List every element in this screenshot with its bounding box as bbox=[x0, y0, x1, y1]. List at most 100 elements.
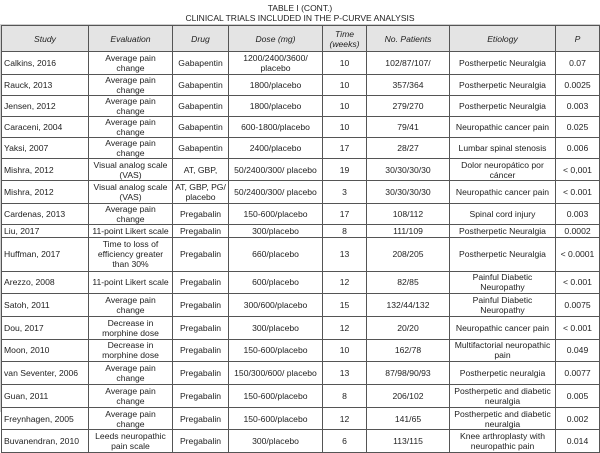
cell-evaluation: Visual analog scale (VAS) bbox=[88, 180, 173, 205]
cell-patients: 28/27 bbox=[366, 136, 450, 159]
cell-patients: 132/44/132 bbox=[366, 293, 450, 317]
cell-patients: 206/102 bbox=[366, 384, 450, 408]
table-row: Calkins, 2016 Average pain change Gabapent… bbox=[1, 51, 600, 75]
table-caption: TABLE I (CONT.) CLINICAL TRIALS INCLUDED… bbox=[0, 0, 600, 23]
cell-study: Moon, 2010 bbox=[1, 338, 89, 363]
table-title: TABLE I (CONT.) bbox=[267, 3, 333, 13]
cell-dose: 300/600/placebo bbox=[228, 293, 323, 317]
cell-drug: Gabapentin bbox=[172, 51, 229, 75]
cell-dose: 300/placebo bbox=[228, 429, 323, 453]
cell-time: 6 bbox=[322, 429, 367, 453]
cell-drug: Pregabalin bbox=[172, 361, 229, 385]
cell-etiology: Postherpetic and diabetic neuralgia bbox=[449, 406, 556, 431]
cell-patients: 357/364 bbox=[366, 73, 450, 96]
cell-patients: 279/270 bbox=[366, 94, 450, 117]
cell-patients: 79/41 bbox=[366, 115, 450, 138]
cell-evaluation: Average pain change bbox=[88, 136, 173, 159]
cell-drug: Gabapentin bbox=[172, 115, 229, 138]
cell-dose: 660/placebo bbox=[228, 236, 323, 272]
column-header-dose: Dose (mg) bbox=[228, 25, 323, 52]
cell-time: 12 bbox=[322, 406, 367, 431]
cell-p-value: 0.006 bbox=[555, 136, 600, 159]
cell-p-value: < 0.001 bbox=[555, 315, 600, 340]
cell-etiology: Neuropathic cancer pain bbox=[449, 115, 556, 138]
cell-etiology: Postherpetic Neuralgia bbox=[449, 73, 556, 96]
cell-time: 10 bbox=[322, 51, 367, 75]
cell-p-value: < 0,001 bbox=[555, 157, 600, 182]
table-row: Dou, 2017 Decrease in morphine dose Pregab… bbox=[1, 315, 600, 340]
cell-p-value: 0.002 bbox=[555, 406, 600, 431]
table-row: Cardenas, 2013 Average pain change Pregaba… bbox=[1, 203, 600, 226]
cell-p-value: 0.003 bbox=[555, 203, 600, 226]
cell-dose: 150/300/600/ placebo bbox=[228, 361, 323, 385]
cell-evaluation: Average pain change bbox=[88, 51, 173, 75]
header-row: Study Evaluation Drug Dose (mg) Time (weeks)… bbox=[1, 25, 600, 52]
cell-evaluation: 11-point Likert scale bbox=[88, 270, 173, 295]
cell-dose: 600/placebo bbox=[228, 270, 323, 295]
cell-etiology: Neuropathic cancer pain bbox=[449, 315, 556, 340]
cell-etiology: Lumbar spinal stenosis bbox=[449, 136, 556, 159]
cell-drug: Pregabalin bbox=[172, 338, 229, 363]
cell-dose: 150-600/placebo bbox=[228, 384, 323, 408]
table-row: van Seventer, 2006 Average pain change Pre… bbox=[1, 361, 600, 385]
column-header-drug: Drug bbox=[172, 25, 229, 52]
cell-dose: 150-600/placebo bbox=[228, 406, 323, 431]
cell-patients: 113/115 bbox=[366, 429, 450, 453]
cell-p-value: 0.014 bbox=[555, 429, 600, 453]
table-row: Arezzo, 2008 11-point Likert scale Pregaba… bbox=[1, 270, 600, 295]
cell-dose: 300/placebo bbox=[228, 315, 323, 340]
cell-time: 13 bbox=[322, 236, 367, 272]
cell-dose: 150-600/placebo bbox=[228, 203, 323, 226]
cell-time: 12 bbox=[322, 270, 367, 295]
table-row: Yaksi, 2007 Average pain change Gabapentin… bbox=[1, 136, 600, 159]
cell-study: Dou, 2017 bbox=[1, 315, 89, 340]
cell-evaluation: Visual analog scale (VAS) bbox=[88, 157, 173, 182]
cell-p-value: 0.0025 bbox=[555, 73, 600, 96]
cell-study: Cardenas, 2013 bbox=[1, 203, 89, 226]
cell-patients: 108/112 bbox=[366, 203, 450, 226]
cell-etiology: Neuropathic cancer pain bbox=[449, 180, 556, 205]
cell-p-value: < 0.001 bbox=[555, 270, 600, 295]
table-row: Mishra, 2012 Visual analog scale (VAS) AT,… bbox=[1, 180, 600, 205]
cell-etiology: Postherpetic Neuralgia bbox=[449, 224, 556, 238]
cell-p-value: 0.003 bbox=[555, 94, 600, 117]
cell-p-value: 0.0075 bbox=[555, 293, 600, 317]
cell-dose: 300/placebo bbox=[228, 224, 323, 238]
table-row: Huffman, 2017 Time to loss of efficiency … bbox=[1, 236, 600, 272]
cell-study: Yaksi, 2007 bbox=[1, 136, 89, 159]
table-row: Caraceni, 2004 Average pain change Gabapen… bbox=[1, 115, 600, 138]
cell-time: 19 bbox=[322, 157, 367, 182]
cell-study: Calkins, 2016 bbox=[1, 51, 89, 75]
cell-p-value: 0.049 bbox=[555, 338, 600, 363]
cell-p-value: < 0.0001 bbox=[555, 236, 600, 272]
cell-evaluation: Average pain change bbox=[88, 115, 173, 138]
cell-dose: 150-600/placebo bbox=[228, 338, 323, 363]
cell-patients: 102/87/107/ bbox=[366, 51, 450, 75]
cell-time: 8 bbox=[322, 384, 367, 408]
cell-p-value: 0.025 bbox=[555, 115, 600, 138]
table-row: Buvanendran, 2010 Leeds neuropathic pain … bbox=[1, 429, 600, 453]
cell-study: Buvanendran, 2010 bbox=[1, 429, 89, 453]
cell-study: Rauck, 2013 bbox=[1, 73, 89, 96]
cell-time: 12 bbox=[322, 315, 367, 340]
cell-dose: 600-1800/placebo bbox=[228, 115, 323, 138]
cell-time: 3 bbox=[322, 180, 367, 205]
cell-time: 17 bbox=[322, 136, 367, 159]
cell-evaluation: Leeds neuropathic pain scale bbox=[88, 429, 173, 453]
column-header-patients: No. Patients bbox=[366, 25, 450, 52]
cell-study: Satoh, 2011 bbox=[1, 293, 89, 317]
cell-etiology: Postherpetic neuralgia bbox=[449, 361, 556, 385]
cell-drug: AT, GBP, bbox=[172, 157, 229, 182]
cell-dose: 50/2400/300/ placebo bbox=[228, 180, 323, 205]
cell-evaluation: Average pain change bbox=[88, 73, 173, 96]
cell-evaluation: Average pain change bbox=[88, 94, 173, 117]
cell-p-value: 0.0077 bbox=[555, 361, 600, 385]
cell-etiology: Postherpetic Neuralgia bbox=[449, 236, 556, 272]
cell-p-value: 0.005 bbox=[555, 384, 600, 408]
cell-p-value: < 0.001 bbox=[555, 180, 600, 205]
table-subtitle: CLINICAL TRIALS INCLUDED IN THE P-CURVE … bbox=[185, 13, 415, 23]
cell-evaluation: Average pain change bbox=[88, 384, 173, 408]
cell-dose: 50/2400/300/ placebo bbox=[228, 157, 323, 182]
cell-evaluation: Decrease in morphine dose bbox=[88, 315, 173, 340]
cell-study: Jensen, 2012 bbox=[1, 94, 89, 117]
